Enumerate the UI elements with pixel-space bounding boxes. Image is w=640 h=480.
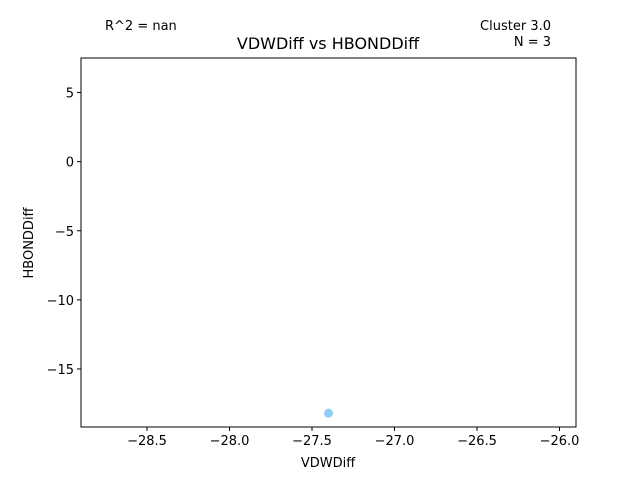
x-tick-label: −27.0 (375, 434, 415, 449)
chart-title: VDWDiff vs HBONDDiff (237, 34, 420, 53)
scatter-point (324, 408, 333, 418)
x-tick-label: −26.5 (457, 434, 497, 449)
x-axis-ticks: −28.5 −28.0 −27.5 −27.0 −26.5 −26.0 (127, 427, 579, 449)
r-squared-annotation: R^2 = nan (105, 19, 177, 34)
n-count-label: N = 3 (513, 35, 551, 50)
cluster-annotation: Cluster 3.0 N = 3 (480, 19, 551, 51)
x-axis-label: VDWDiff (301, 456, 356, 471)
y-tick-label: −15 (47, 363, 74, 378)
cluster-label: Cluster 3.0 (480, 19, 551, 34)
y-tick-label: 0 (66, 156, 74, 171)
x-tick-label: −28.0 (210, 434, 250, 449)
plot-area-frame (80, 57, 577, 428)
y-axis-label: HBONDDiff (22, 206, 37, 278)
data-points (324, 408, 333, 418)
y-tick-label: −10 (47, 294, 74, 309)
x-tick-label: −27.5 (292, 434, 332, 449)
x-tick-label: −28.5 (127, 434, 167, 449)
y-tick-label: 5 (66, 87, 74, 102)
y-axis-ticks: 5 0 −5 −10 −15 (47, 87, 81, 378)
y-tick-label: −5 (55, 225, 74, 240)
x-tick-label: −26.0 (540, 434, 580, 449)
